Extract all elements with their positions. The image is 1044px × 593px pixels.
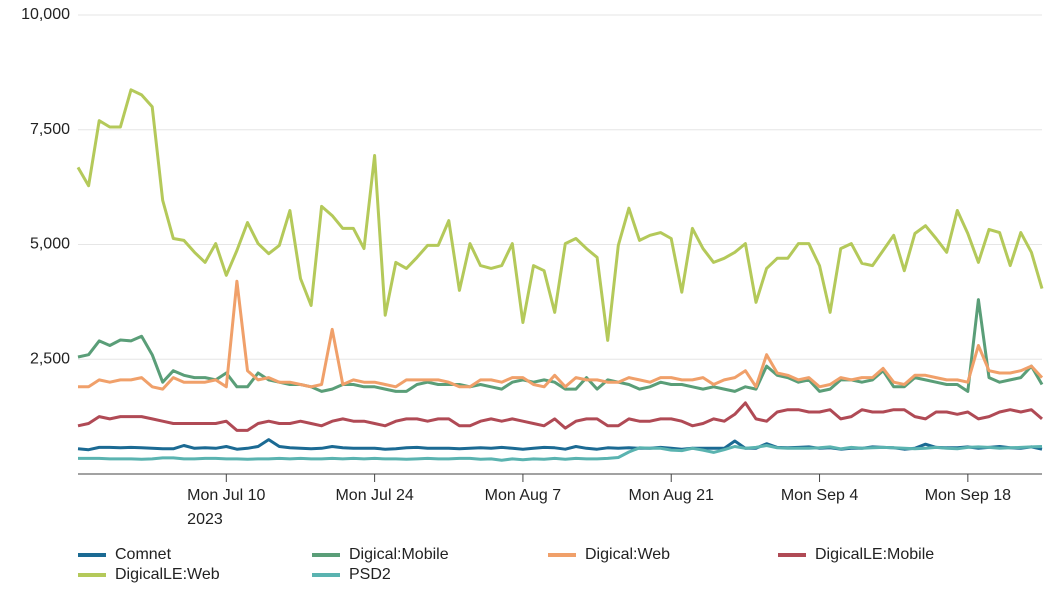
- series-line: [77, 298, 1044, 393]
- x-tick-label: Mon Jul 24: [335, 487, 413, 504]
- y-tick-label: 7,500: [30, 121, 70, 138]
- y-tick-label: 2,500: [30, 350, 70, 367]
- x-tick-sublabel: 2023: [187, 511, 223, 528]
- series-line: [78, 444, 1043, 462]
- x-tick-label: Mon Sep 18: [925, 487, 1011, 504]
- x-tick-label: Mon Aug 7: [485, 487, 562, 504]
- y-tick-label: 10,000: [21, 6, 70, 23]
- legend-label: Comnet: [115, 546, 172, 563]
- legend-label: Digical:Mobile: [349, 546, 449, 563]
- series-line: [78, 279, 1044, 391]
- legend-label: PSD2: [349, 566, 391, 583]
- legend-label: DigicalLE:Mobile: [815, 546, 934, 563]
- y-tick-label: 5,000: [30, 236, 70, 253]
- legend-label: DigicalLE:Web: [115, 566, 220, 583]
- x-tick-label: Mon Sep 4: [781, 487, 858, 504]
- series-line: [77, 401, 1043, 432]
- legend-label: Digical:Web: [585, 546, 670, 563]
- x-tick-label: Mon Aug 21: [629, 487, 715, 504]
- x-tick-label: Mon Jul 10: [187, 487, 265, 504]
- series-line: [76, 88, 1044, 342]
